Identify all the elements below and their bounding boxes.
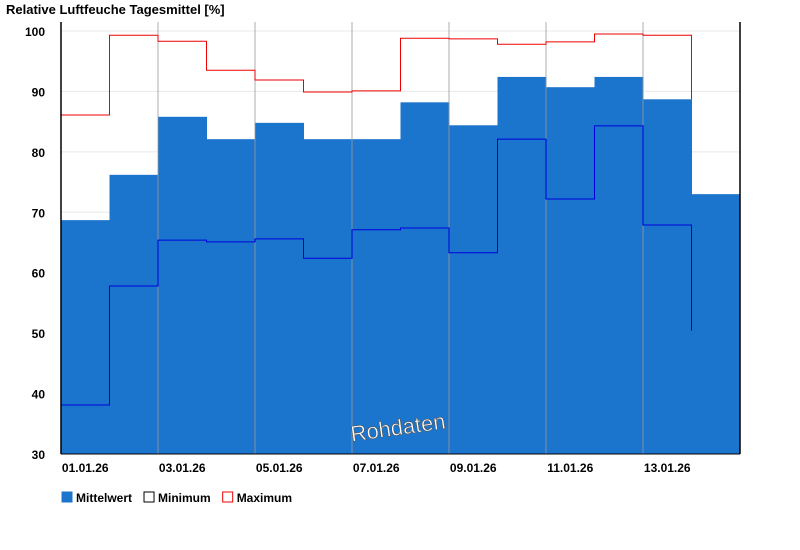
x-tick-label: 11.01.26 [547, 461, 593, 475]
bar-mittelwert-14 [691, 194, 741, 454]
bar-mittelwert-1 [61, 220, 110, 454]
legend-label-mittelwert: Mittelwert [76, 491, 132, 505]
x-tick-label: 03.01.26 [159, 461, 206, 475]
bar-mittelwert-10 [497, 76, 547, 454]
bar-mittelwert-9 [449, 125, 498, 455]
bar-mittelwert-12 [594, 76, 644, 454]
step-line-maximum [61, 33, 692, 116]
bar-mittelwert-5 [255, 122, 304, 454]
y-tick-label: 60 [32, 267, 46, 281]
bar-mittelwert-2 [109, 174, 159, 454]
bar-mittelwert-6 [303, 139, 353, 454]
y-tick-labels: 30 40 50 60 70 80 90 100 [25, 25, 45, 462]
step-lines [61, 33, 692, 406]
x-tick-label: 13.01.26 [644, 461, 691, 475]
vertical-gridlines [157, 22, 644, 454]
legend-swatch-minimum [143, 491, 155, 503]
legend: Mittelwert Minimum Maximum [61, 491, 292, 505]
x-tick-label: 05.01.26 [256, 461, 303, 475]
step-line-minimum [61, 125, 692, 406]
y-tick-label: 70 [32, 206, 46, 220]
bar-mittelwert-11 [546, 87, 595, 454]
x-tick-label: 07.01.26 [353, 461, 400, 475]
y-tick-label: 90 [32, 85, 46, 99]
x-tick-label: 09.01.26 [450, 461, 497, 475]
axes [60, 22, 741, 455]
bar-mittelwert-7 [352, 139, 401, 454]
legend-label-minimum: Minimum [158, 491, 211, 505]
x-tick-labels: 01.01.26 03.01.26 05.01.26 07.01.26 09.01.26… [62, 461, 691, 475]
x-tick-label: 01.01.26 [62, 461, 109, 475]
legend-swatch-maximum [222, 491, 234, 503]
chart-title: Relative Luftfeuche Tagesmittel [%] [6, 2, 225, 17]
legend-swatch-mittelwert [61, 491, 73, 503]
y-tick-label: 80 [32, 146, 46, 160]
y-tick-label: 30 [32, 448, 46, 462]
y-tick-label: 40 [32, 388, 46, 402]
bar-mittelwert-13 [643, 99, 692, 454]
legend-label-maximum: Maximum [237, 491, 292, 505]
y-tick-label: 50 [32, 327, 46, 341]
y-tick-label: 100 [25, 25, 45, 39]
bar-mittelwert-8 [400, 102, 450, 454]
bar-mittelwert-4 [206, 139, 256, 454]
bar-mittelwert-3 [158, 116, 207, 455]
bars [61, 76, 741, 455]
